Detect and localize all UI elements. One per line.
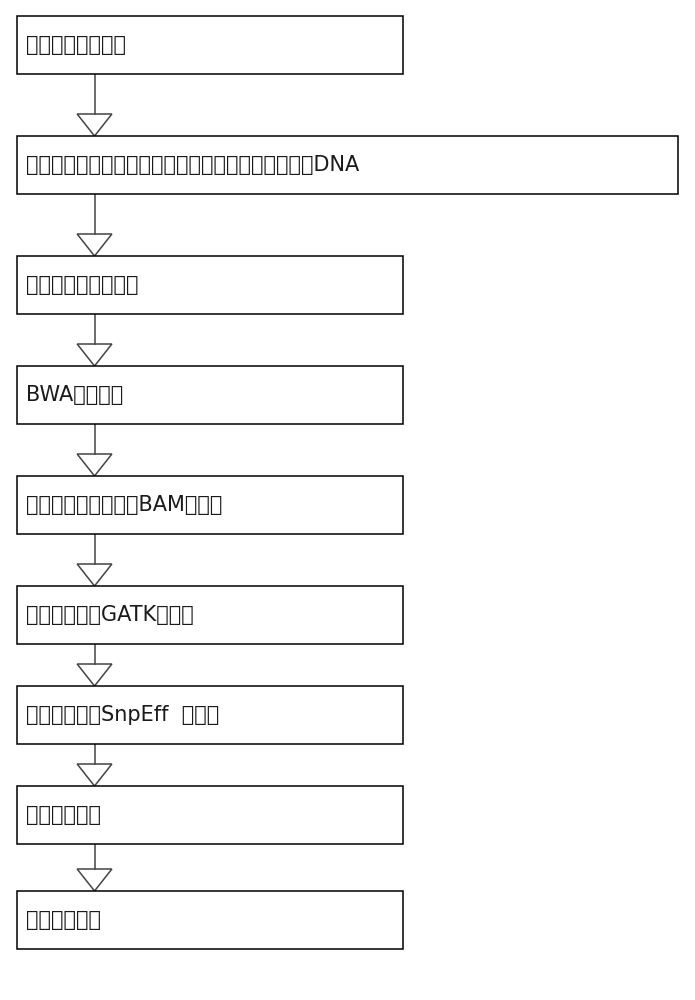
- Bar: [17, 366, 403, 424]
- Bar: [17, 136, 678, 194]
- Bar: [17, 16, 403, 74]
- Text: 筛选候选基因: 筛选候选基因: [26, 910, 101, 930]
- Text: 小麦性状分离群体: 小麦性状分离群体: [26, 35, 126, 55]
- Bar: [17, 476, 403, 534]
- Text: BWA序列对比: BWA序列对比: [26, 385, 123, 405]
- Text: 比对数据存储文件（BAM格式）: 比对数据存储文件（BAM格式）: [26, 495, 222, 515]
- Bar: [17, 586, 403, 644]
- Text: 基因组分析（GATK软件）: 基因组分析（GATK软件）: [26, 605, 193, 625]
- Text: 基因组注释（SnpEff  软件）: 基因组注释（SnpEff 软件）: [26, 705, 219, 725]
- Text: 候选区段确定: 候选区段确定: [26, 805, 101, 825]
- Bar: [17, 786, 403, 844]
- Text: 小麦外显子捕获测序: 小麦外显子捕获测序: [26, 275, 138, 295]
- Bar: [17, 686, 403, 744]
- Bar: [17, 256, 403, 314]
- Bar: [17, 891, 403, 949]
- Text: 按照分离性状分别等量混合组织提取核酸或混合单株DNA: 按照分离性状分别等量混合组织提取核酸或混合单株DNA: [26, 155, 359, 175]
